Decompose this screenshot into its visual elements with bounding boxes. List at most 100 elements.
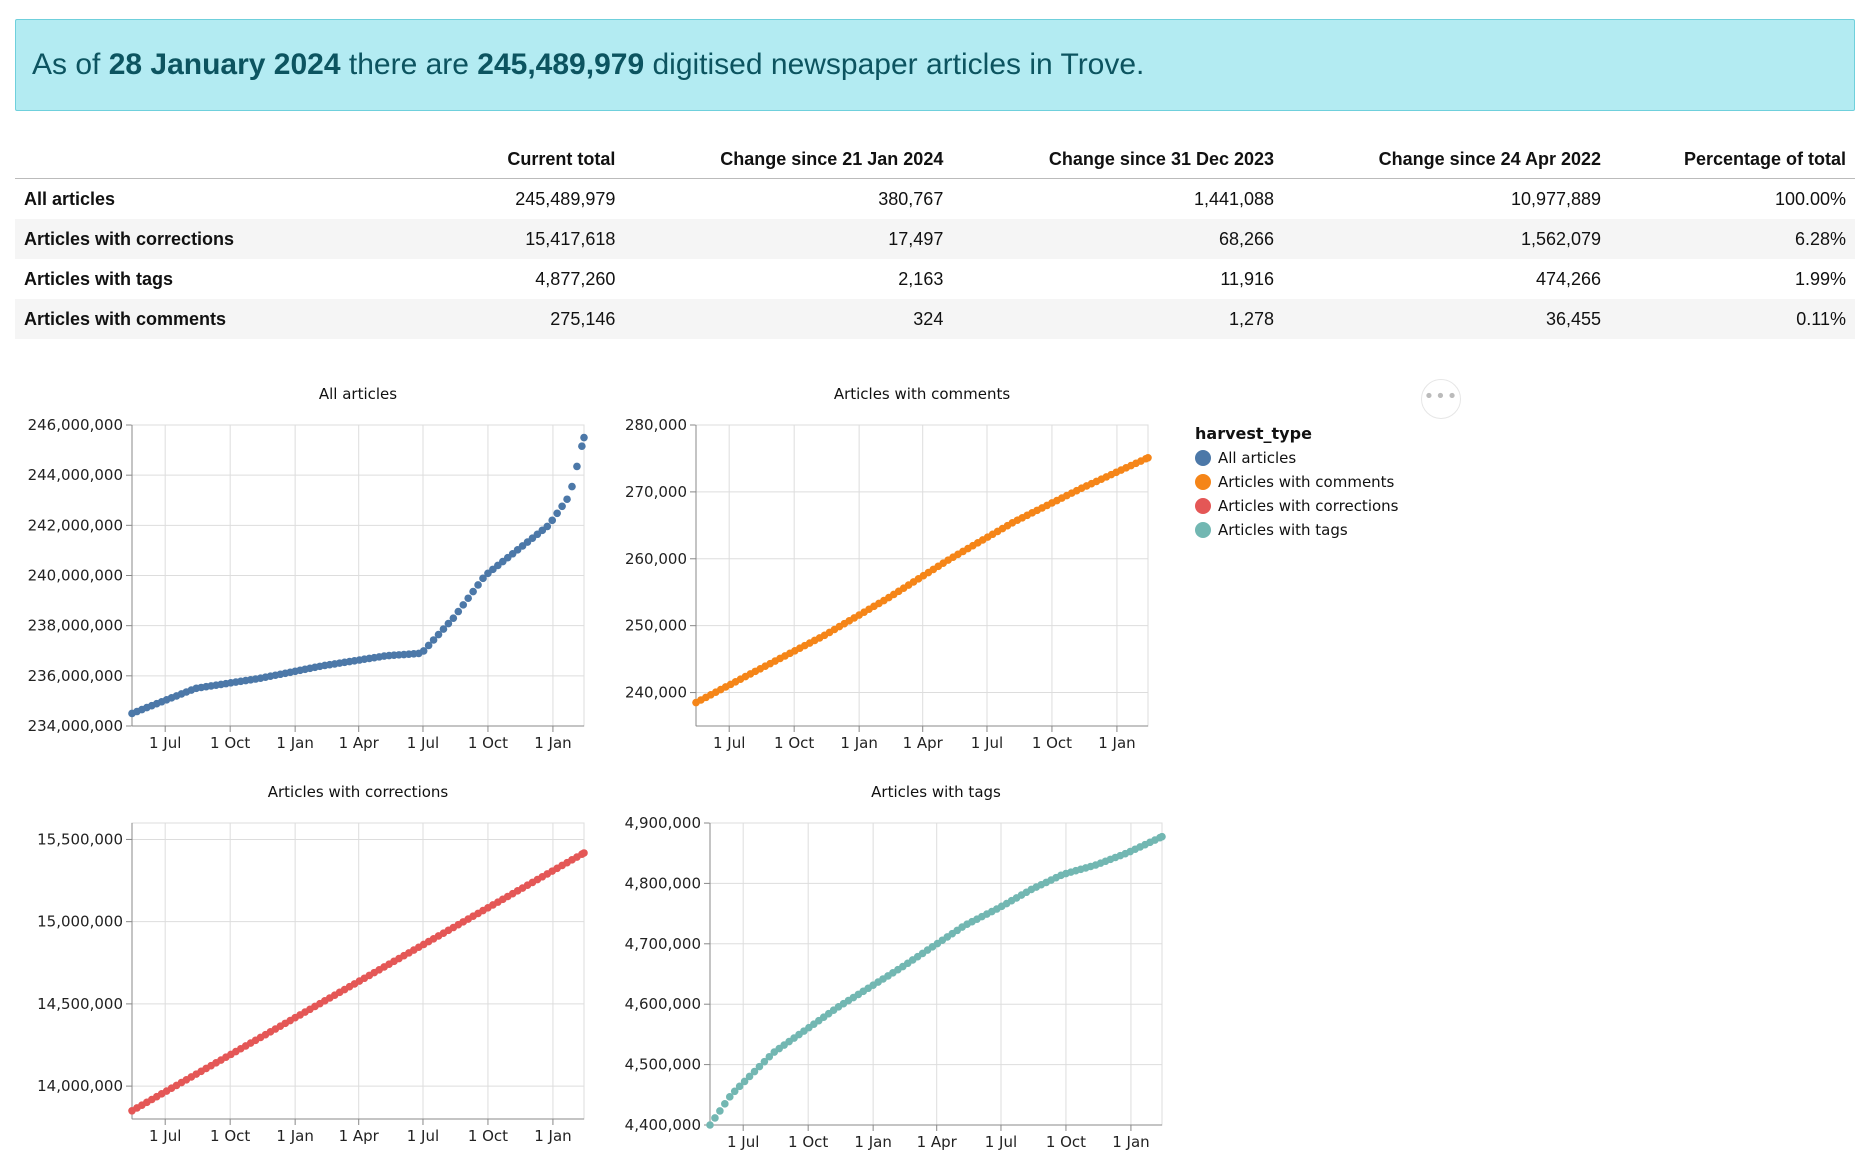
- data-point: [479, 574, 487, 583]
- data-point: [725, 1093, 734, 1101]
- x-tick-label: 1 Jan: [534, 734, 571, 752]
- data-point: [464, 594, 472, 603]
- y-tick-label: 4,900,000: [625, 814, 701, 832]
- chart-title: Articles with corrections: [268, 783, 449, 801]
- data-point: [444, 619, 453, 628]
- x-tick-label: 1 Oct: [1032, 734, 1072, 752]
- table-cell: 68,266: [952, 219, 1284, 259]
- y-tick-label: 246,000,000: [28, 416, 123, 434]
- data-point: [543, 522, 552, 531]
- data-point: [580, 849, 588, 857]
- table-cell: 474,266: [1535, 268, 1602, 289]
- header-cell: [15, 140, 453, 179]
- header-cell: Percentage of total: [1610, 140, 1855, 179]
- data-point: [424, 641, 433, 650]
- legend-label: Articles with tags: [1218, 521, 1348, 539]
- data-point: [765, 1052, 774, 1061]
- data-point: [454, 607, 463, 616]
- x-tick-label: 1 Jul: [407, 734, 439, 752]
- data-point: [711, 1114, 719, 1122]
- legend-label: All articles: [1218, 449, 1296, 467]
- data-point: [735, 1082, 744, 1091]
- x-tick-label: 1 Jan: [276, 1127, 313, 1145]
- table-header-row: Current total Change since 21 Jan 2024 C…: [15, 140, 1855, 179]
- table-cell: 0.11%: [1610, 299, 1855, 339]
- y-tick-label: 244,000,000: [28, 466, 123, 484]
- data-point: [434, 630, 443, 639]
- data-point: [578, 442, 586, 450]
- legend-label: Articles with corrections: [1218, 497, 1399, 515]
- table-cell: 1,278: [952, 299, 1284, 339]
- table-row: Articles with corrections 15,417,618 17,…: [15, 219, 1855, 259]
- table-cell: 1.99%: [1794, 268, 1846, 289]
- y-tick-label: 270,000: [625, 483, 687, 501]
- table-cell: 11,916: [1220, 268, 1275, 289]
- row-label: Articles with tags: [24, 268, 174, 289]
- data-point: [716, 1107, 724, 1115]
- y-tick-label: 250,000: [625, 617, 687, 635]
- x-tick-label: 1 Apr: [339, 1127, 380, 1145]
- x-tick-label: 1 Oct: [774, 734, 814, 752]
- legend-title: harvest_type: [1195, 424, 1312, 443]
- table-cell: 6.28%: [1610, 219, 1855, 259]
- legend-swatch: [1195, 498, 1211, 514]
- row-label: All articles: [24, 188, 116, 209]
- summary-banner: As of 28 January 2024 there are 245,489,…: [15, 19, 1855, 111]
- banner-date: 28 January 2024: [108, 48, 341, 81]
- chart-panel: 1 Jul 1 Oct 1 Jan 1 Apr 1 Jul 1 Oct 1 Jan 4,400…: [625, 783, 1166, 1151]
- header-cell: Change since 24 Apr 2022: [1283, 140, 1611, 179]
- x-tick-label: 1 Oct: [468, 734, 508, 752]
- y-tick-label: 242,000,000: [28, 516, 123, 534]
- data-point: [459, 601, 468, 609]
- row-label: Articles with comments: [15, 299, 453, 339]
- x-tick-label: 1 Oct: [1046, 1133, 1086, 1151]
- y-tick-label: 4,400,000: [625, 1116, 701, 1134]
- row-label: Articles with corrections: [15, 219, 453, 259]
- data-point: [755, 1062, 764, 1071]
- banner-prefix: As of: [32, 48, 109, 81]
- data-point: [474, 581, 482, 589]
- table-row: Articles with comments 275,146 324 1,278…: [15, 299, 1855, 339]
- chart-title: Articles with tags: [871, 783, 1001, 801]
- data-point: [740, 1077, 749, 1086]
- y-tick-label: 4,700,000: [625, 935, 701, 953]
- y-tick-label: 236,000,000: [28, 667, 123, 685]
- data-point: [558, 502, 566, 511]
- x-tick-label: 1 Jan: [1112, 1133, 1149, 1151]
- x-tick-label: 1 Jul: [971, 734, 1003, 752]
- x-tick-label: 1 Jul: [727, 1133, 759, 1151]
- x-tick-label: 1 Oct: [788, 1133, 828, 1151]
- stats-table: Current total Change since 21 Jan 2024 C…: [15, 140, 1855, 339]
- table-cell: 100.00%: [1774, 188, 1846, 209]
- table-cell: 275,146: [453, 299, 625, 339]
- x-tick-label: 1 Jul: [149, 734, 181, 752]
- y-tick-label: 15,000,000: [37, 913, 123, 931]
- x-tick-label: 1 Jul: [985, 1133, 1017, 1151]
- table-row: All articles 245,489,979 380,767 1,441,0…: [15, 179, 1855, 220]
- table-cell: 36,455: [1283, 299, 1611, 339]
- x-tick-label: 1 Jan: [534, 1127, 571, 1145]
- table-cell: 380,767: [878, 188, 944, 209]
- x-tick-label: 1 Apr: [917, 1133, 958, 1151]
- data-point: [750, 1067, 759, 1076]
- data-point: [419, 647, 428, 655]
- table-cell: 324: [624, 299, 953, 339]
- y-tick-label: 238,000,000: [28, 617, 123, 635]
- data-point: [548, 516, 557, 525]
- chart-actions-menu-button[interactable]: •••: [1421, 379, 1461, 419]
- y-tick-label: 14,000,000: [37, 1077, 123, 1095]
- y-tick-label: 4,600,000: [625, 995, 701, 1013]
- more-icon: •••: [1423, 386, 1459, 407]
- x-tick-label: 1 Jul: [149, 1127, 181, 1145]
- x-tick-label: 1 Jul: [713, 734, 745, 752]
- header-cell: Current total: [453, 140, 625, 179]
- y-tick-label: 240,000,000: [28, 567, 123, 585]
- x-tick-label: 1 Apr: [903, 734, 944, 752]
- y-tick-label: 14,500,000: [37, 995, 123, 1013]
- x-tick-label: 1 Oct: [210, 734, 250, 752]
- data-point: [1144, 453, 1152, 462]
- data-point: [760, 1057, 769, 1066]
- data-point: [553, 509, 561, 518]
- data-point: [721, 1100, 729, 1108]
